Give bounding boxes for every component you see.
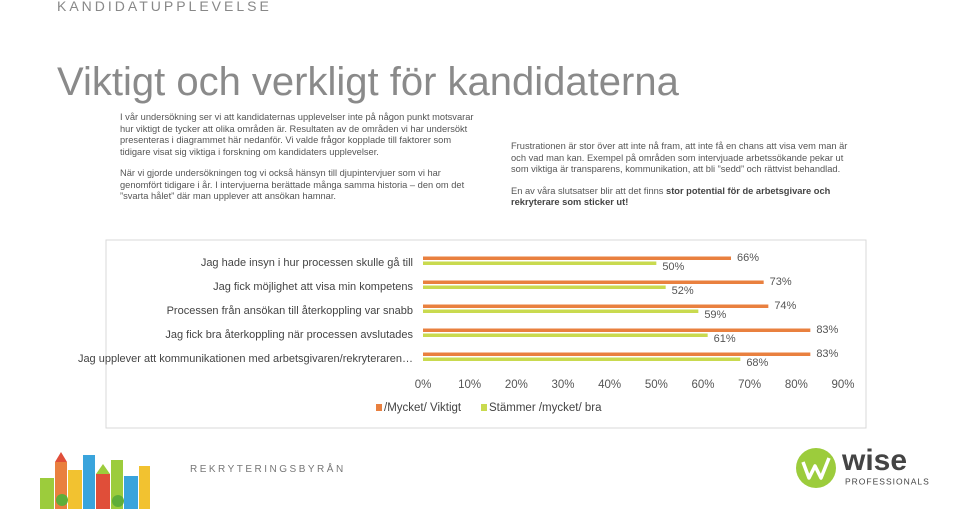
x-tick-label: 40%	[598, 379, 621, 391]
logo-subtext: PROFESSIONALS	[845, 476, 930, 486]
left-column: I vår undersökning ser vi att kandidater…	[120, 112, 475, 213]
x-tick-label: 60%	[691, 379, 714, 391]
x-tick-label: 10%	[458, 379, 481, 391]
x-tick-label: 90%	[831, 379, 854, 391]
x-tick-label: 50%	[645, 379, 668, 391]
value-label: 83%	[816, 348, 838, 360]
right-column: Frustrationen är stor över att inte nå f…	[511, 141, 856, 219]
bar	[423, 285, 666, 289]
value-label: 74%	[774, 300, 796, 312]
value-label: 66%	[737, 252, 759, 264]
section-label: KANDIDATUPPLEVELSE	[57, 0, 272, 14]
chart-frame	[105, 239, 867, 429]
paragraph-text: En av våra slutsatser blir att det finns	[511, 185, 667, 196]
emphasis: stor potential för de arbetsgivare och r…	[511, 185, 831, 208]
value-label: 52%	[672, 285, 694, 297]
value-label: 59%	[704, 309, 726, 321]
bar	[423, 304, 769, 308]
x-tick-label: 70%	[738, 379, 761, 391]
bar	[423, 357, 741, 361]
x-tick-label: 20%	[505, 379, 528, 391]
bar	[423, 333, 708, 337]
logo-text: wise	[841, 444, 907, 477]
bar	[423, 261, 657, 265]
bar	[423, 309, 699, 313]
category-label: Processen från ansökan till återkoppling…	[167, 305, 413, 317]
category-label: Jag fick bra återkoppling när processen …	[165, 329, 413, 341]
bar	[423, 328, 811, 332]
value-label: 68%	[746, 357, 768, 369]
value-label: 73%	[770, 276, 792, 288]
x-tick-label: 80%	[785, 379, 808, 391]
bar	[423, 256, 731, 260]
skyline-illustration	[40, 452, 150, 509]
x-tick-label: 30%	[551, 379, 574, 391]
legend-label: /Mycket/ Viktigt	[384, 402, 462, 414]
page-title: Viktigt och verkligt för kandidaterna	[57, 60, 679, 104]
tagline: REKRYTERINGSBYRÅN	[190, 464, 346, 475]
paragraph: I vår undersökning ser vi att kandidater…	[120, 112, 474, 157]
legend-swatch	[376, 404, 382, 411]
paragraph: Frustrationen är stor över att inte nå f…	[511, 141, 848, 174]
paragraph: En av våra slutsatser blir att det finns…	[511, 186, 856, 209]
paragraph: När vi gjorde undersökningen tog vi ocks…	[120, 168, 465, 201]
x-tick-label: 0%	[415, 379, 432, 391]
logo: wise PROFESSIONALS	[796, 444, 930, 488]
bar	[423, 280, 764, 284]
bar	[423, 352, 811, 356]
legend-swatch	[481, 404, 487, 411]
value-label: 61%	[714, 333, 736, 345]
value-label: 50%	[662, 261, 684, 273]
legend-label: Stämmer /mycket/ bra	[489, 402, 602, 414]
value-label: 83%	[816, 324, 838, 336]
category-label: Jag hade insyn i hur processen skulle gå…	[201, 257, 413, 269]
category-label: Jag fick möjlighet att visa min kompeten…	[213, 281, 413, 293]
category-label: Jag upplever att kommunikationen med arb…	[78, 353, 413, 365]
